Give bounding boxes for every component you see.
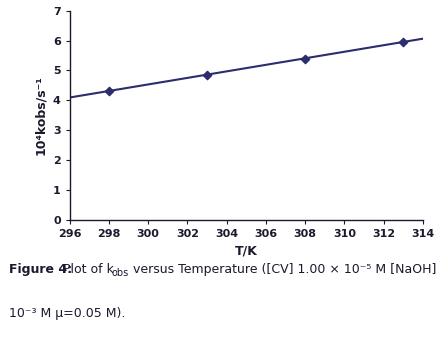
Point: [106, 88, 112, 94]
Y-axis label: 10⁴kobs/s⁻¹: 10⁴kobs/s⁻¹: [34, 76, 47, 155]
X-axis label: T/K: T/K: [235, 245, 258, 258]
Text: obs: obs: [111, 268, 129, 278]
Text: 10⁻³ M μ=0.05 M).: 10⁻³ M μ=0.05 M).: [9, 307, 125, 320]
Point: [204, 72, 211, 77]
Point: [302, 56, 309, 61]
Text: Figure 4:: Figure 4:: [9, 263, 72, 276]
Point: [400, 39, 407, 45]
Text: Plot of k: Plot of k: [59, 263, 114, 276]
Text: versus Temperature ([CV] 1.00 × 10⁻⁵ M [NaOH] 1.67: versus Temperature ([CV] 1.00 × 10⁻⁵ M […: [129, 263, 436, 276]
